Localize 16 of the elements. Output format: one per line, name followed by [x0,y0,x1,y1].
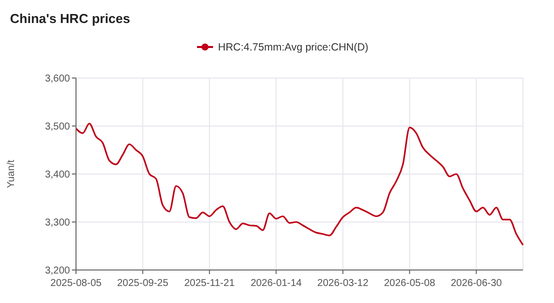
x-tick-label: 2026-03-12 [317,278,369,289]
x-tick-label: 2026-01-14 [250,278,302,289]
x-tick-label: 2026-06-30 [450,278,502,289]
chart-title: China's HRC prices [10,11,130,26]
y-tick-label: 3,600 [44,74,70,84]
x-tick-label: 2025-08-05 [50,278,102,289]
line-series [75,122,524,246]
y-tick-label: 3,200 [44,266,70,276]
y-axis-title: Yuan/t [6,160,17,188]
x-tick-label: 2026-05-08 [384,278,436,289]
y-tick-label: 3,500 [44,122,70,132]
legend-label: HRC:4.75mm:Avg price:CHN(D) [218,42,368,54]
y-tick-label: 3,400 [44,170,70,180]
x-tick-label: 2025-09-25 [117,278,169,289]
y-tick-label: 3,300 [44,218,70,228]
x-tick-label: 2025-11-21 [184,278,236,289]
